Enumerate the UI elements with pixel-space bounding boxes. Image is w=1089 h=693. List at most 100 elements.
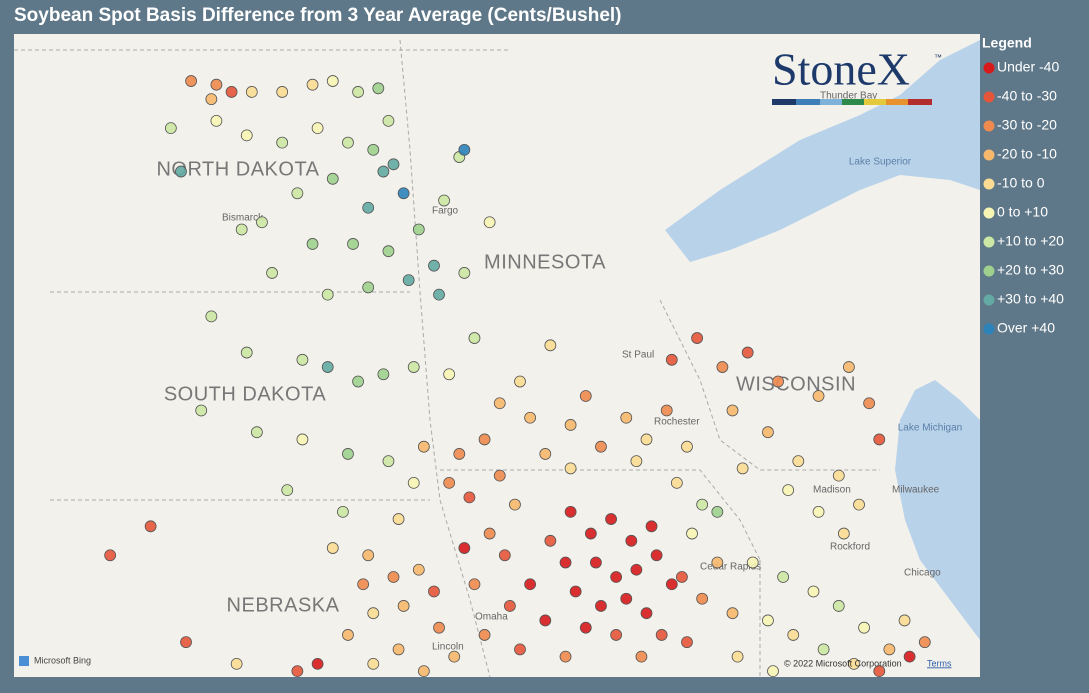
basis-point bbox=[210, 114, 223, 127]
city-label: Chicago bbox=[904, 568, 941, 579]
logo: StoneX ™ bbox=[772, 44, 942, 105]
basis-point bbox=[726, 607, 739, 620]
basis-point bbox=[883, 643, 896, 656]
basis-point bbox=[256, 216, 268, 229]
legend-label: -20 to -10 bbox=[997, 146, 1057, 162]
basis-point bbox=[428, 259, 440, 272]
basis-point bbox=[185, 75, 198, 87]
basis-point bbox=[792, 455, 805, 468]
basis-point bbox=[210, 78, 223, 91]
basis-point bbox=[676, 571, 688, 583]
basis-point bbox=[772, 375, 784, 388]
basis-point bbox=[569, 585, 582, 598]
basis-point bbox=[595, 440, 607, 453]
basis-point bbox=[559, 650, 572, 663]
basis-point bbox=[357, 578, 370, 591]
logo-bar bbox=[886, 99, 908, 105]
basis-point bbox=[787, 629, 800, 641]
basis-point bbox=[306, 78, 319, 91]
basis-point bbox=[620, 411, 633, 424]
basis-point bbox=[347, 238, 359, 250]
basis-point bbox=[175, 165, 187, 178]
basis-point bbox=[382, 114, 395, 127]
basis-point bbox=[716, 361, 729, 373]
basis-point bbox=[660, 404, 673, 417]
basis-point bbox=[640, 433, 653, 446]
basis-point bbox=[443, 368, 456, 381]
city-label: Bismarck bbox=[222, 213, 264, 224]
basis-point bbox=[493, 397, 506, 410]
basis-point bbox=[468, 332, 481, 344]
city-label: Rochester bbox=[654, 417, 700, 428]
basis-point bbox=[367, 657, 380, 670]
state-label: NEBRASKA bbox=[227, 594, 340, 616]
basis-point bbox=[640, 607, 653, 620]
basis-point bbox=[837, 527, 850, 540]
basis-point bbox=[630, 455, 643, 468]
basis-point bbox=[686, 527, 698, 540]
basis-point bbox=[524, 411, 537, 424]
terms-link[interactable]: Terms bbox=[927, 658, 952, 668]
basis-point bbox=[144, 520, 157, 533]
basis-point bbox=[630, 563, 643, 576]
logo-bar bbox=[772, 99, 796, 105]
basis-point bbox=[352, 86, 364, 98]
logo-bar bbox=[864, 99, 886, 105]
basis-point bbox=[711, 505, 724, 518]
basis-point bbox=[402, 274, 415, 287]
basis-point bbox=[559, 556, 572, 569]
basis-point bbox=[417, 665, 430, 678]
basis-point bbox=[762, 614, 774, 627]
basis-point bbox=[691, 332, 703, 344]
legend-swatch bbox=[983, 294, 995, 306]
basis-point bbox=[433, 288, 445, 301]
basis-point bbox=[326, 172, 339, 185]
logo-text: StoneX bbox=[772, 44, 910, 95]
state-label: MINNESOTA bbox=[484, 251, 606, 273]
basis-point bbox=[250, 426, 263, 439]
basis-point bbox=[595, 600, 607, 612]
basis-point bbox=[387, 571, 400, 583]
basis-point bbox=[767, 665, 779, 678]
basis-point bbox=[777, 571, 790, 583]
basis-point bbox=[610, 629, 623, 641]
basis-point bbox=[240, 129, 253, 142]
basis-point bbox=[225, 86, 238, 98]
basis-point bbox=[362, 549, 375, 562]
logo-bar bbox=[820, 99, 842, 105]
basis-point bbox=[726, 404, 739, 417]
basis-point bbox=[711, 556, 724, 569]
city-label: Milwaukee bbox=[892, 485, 940, 496]
attribution: Microsoft Bing bbox=[34, 655, 91, 665]
legend: Legend Under -40 -40 to -30 -30 to -20 -20 … bbox=[982, 35, 1064, 336]
basis-point bbox=[635, 650, 648, 663]
legend-swatch bbox=[983, 236, 995, 248]
basis-point bbox=[817, 643, 830, 656]
border bbox=[659, 299, 880, 471]
state-label: WISCONSIN bbox=[736, 373, 856, 395]
basis-point bbox=[342, 136, 354, 149]
legend-swatch bbox=[983, 323, 995, 335]
city-label: Rockford bbox=[830, 542, 870, 553]
basis-point bbox=[579, 621, 592, 634]
legend-label: 0 to +10 bbox=[997, 204, 1048, 220]
basis-point bbox=[407, 476, 420, 489]
basis-point bbox=[584, 527, 597, 540]
basis-point bbox=[463, 491, 476, 504]
basis-point bbox=[392, 643, 405, 656]
basis-point bbox=[509, 498, 521, 511]
basis-point bbox=[230, 657, 243, 670]
basis-point bbox=[832, 469, 845, 482]
legend-label: +30 to +40 bbox=[997, 291, 1064, 307]
basis-point bbox=[180, 636, 192, 649]
basis-point bbox=[326, 542, 339, 554]
basis-point bbox=[620, 592, 633, 605]
basis-point bbox=[205, 310, 218, 323]
basis-point bbox=[235, 223, 248, 236]
basis-point bbox=[392, 513, 405, 525]
basis-point bbox=[458, 143, 471, 156]
basis-point bbox=[443, 476, 456, 489]
basis-point bbox=[412, 223, 425, 236]
basis-point bbox=[352, 375, 364, 388]
